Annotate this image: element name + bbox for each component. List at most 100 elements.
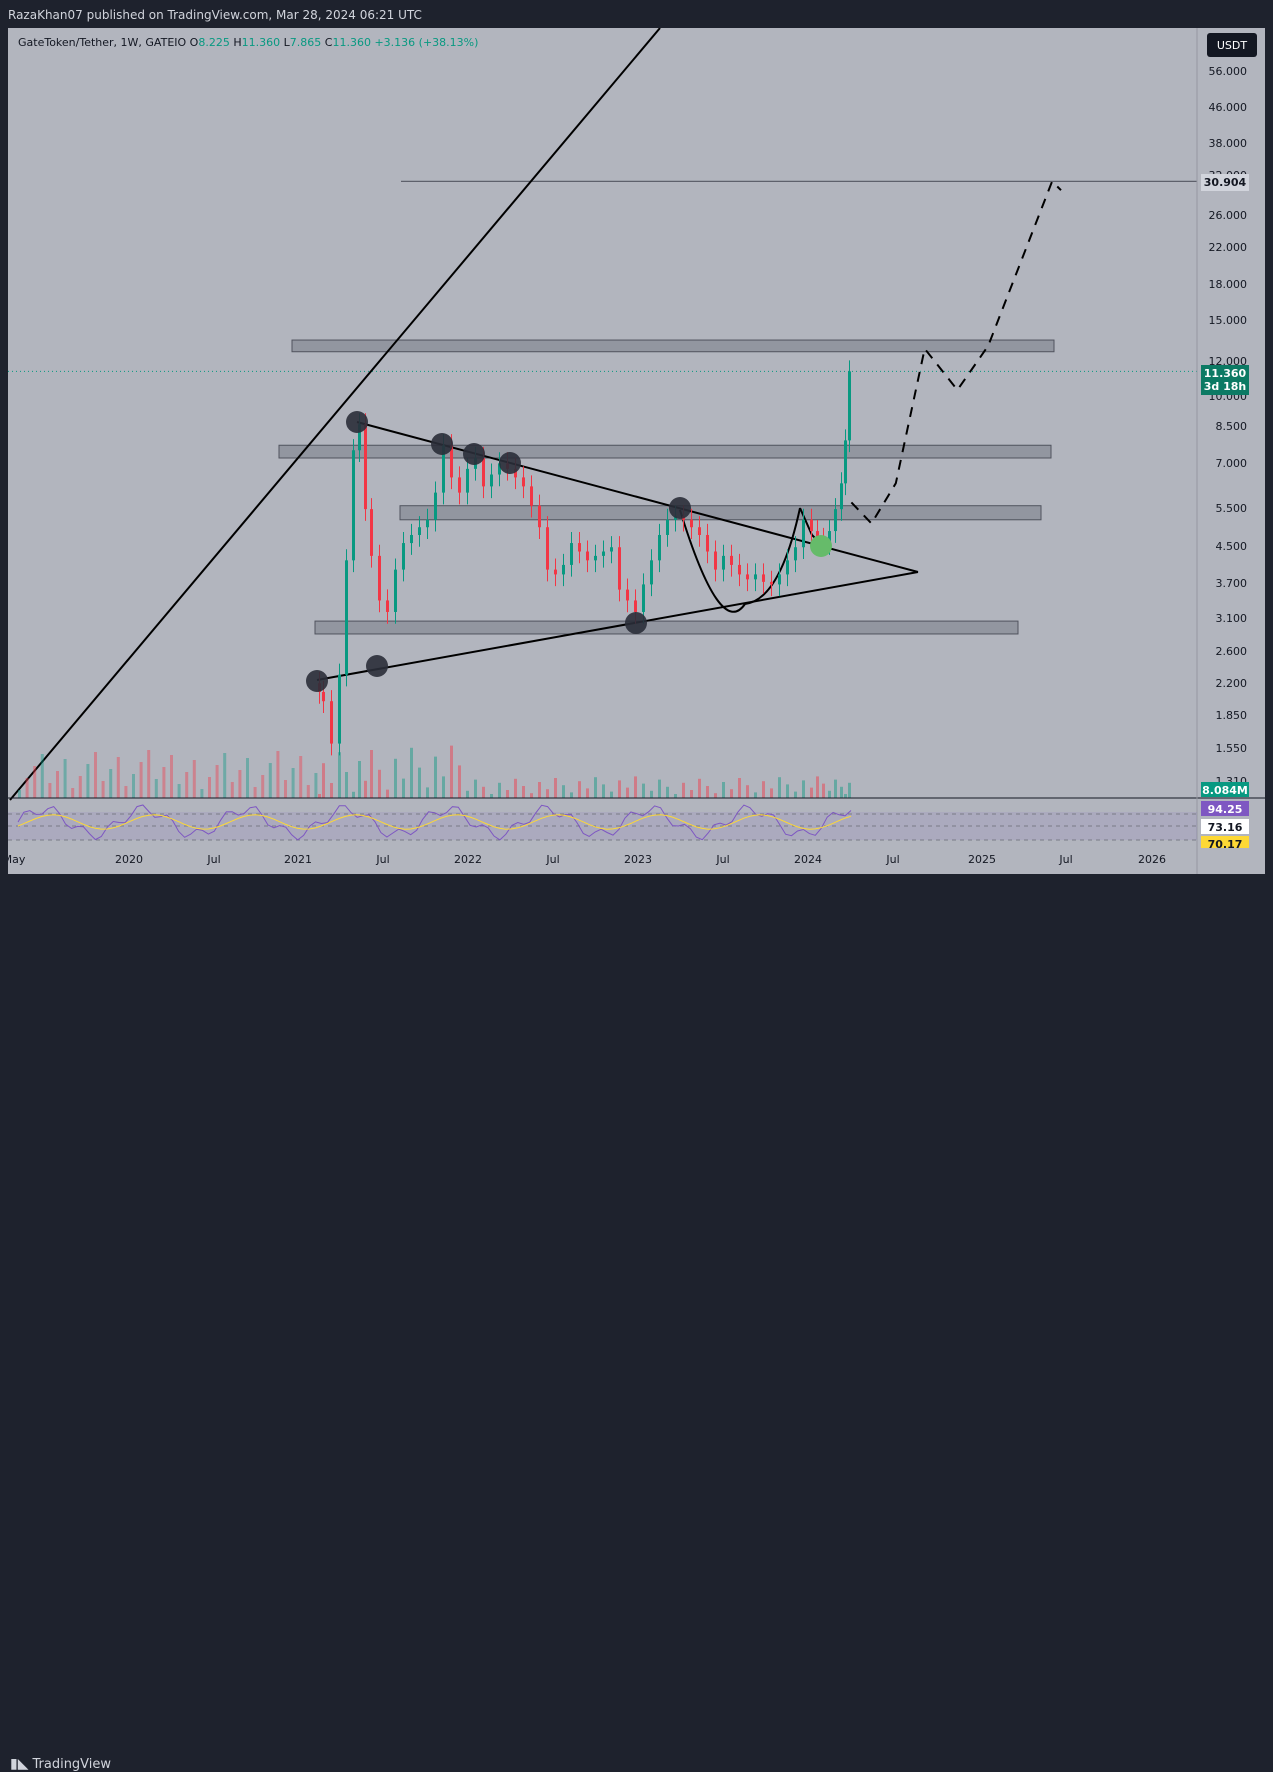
y-axis-tick-label: 38.000 — [1209, 137, 1248, 150]
x-axis-tick-label: 2020 — [115, 853, 143, 866]
volume-bar — [40, 754, 44, 798]
candle-body — [634, 600, 637, 612]
candle-body — [402, 543, 405, 570]
target-price-tag-bg — [1201, 174, 1249, 191]
candle-body — [514, 468, 517, 478]
volume-bar — [522, 786, 525, 798]
x-axis-tick-label: 2022 — [454, 853, 482, 866]
volume-bar — [690, 790, 693, 798]
volume-bar — [506, 790, 509, 798]
candle-body — [722, 555, 725, 570]
tradingview-logo[interactable]: ▮◣ TradingView — [10, 1756, 111, 1772]
volume-bar — [466, 790, 469, 798]
volume-bar — [48, 783, 52, 798]
volume-bar — [578, 781, 581, 798]
footer-bar: ▮◣ TradingView — [0, 874, 1273, 1772]
y-axis-tick-label: 3.700 — [1216, 577, 1248, 590]
volume-bar — [101, 781, 105, 798]
x-axis-tick-label: Jul — [715, 853, 729, 866]
last-price-tag-bg — [1201, 365, 1249, 395]
x-axis-tick-label: 2021 — [284, 853, 312, 866]
candle-body — [554, 569, 557, 575]
volume-bar — [268, 763, 272, 798]
tradingview-logo-icon: ▮◣ — [10, 1756, 29, 1772]
y-axis-tick-label: 46.000 — [1209, 101, 1248, 114]
candle-body — [386, 600, 389, 612]
volume-bar — [848, 782, 851, 798]
rsi-aux-tag-text: 70.17 — [1208, 838, 1243, 851]
volume-bar — [86, 764, 90, 798]
candle-body — [586, 551, 589, 561]
candle-body — [594, 555, 597, 561]
y-axis-tick-label: 8.500 — [1216, 420, 1248, 433]
rsi-ma-tag-text: 73.16 — [1208, 821, 1243, 834]
volume-bar — [482, 786, 485, 798]
volume-bar — [132, 774, 135, 798]
candle-body — [738, 564, 741, 575]
currency-button[interactable]: USDT — [1207, 33, 1257, 57]
candle-body — [626, 589, 629, 601]
volume-bar — [844, 794, 847, 798]
volume-bar — [314, 773, 318, 798]
volume-bar — [570, 792, 573, 798]
candle-body — [642, 584, 645, 612]
candle-body — [434, 492, 437, 520]
volume-bar — [306, 785, 310, 798]
y-axis-tick-label: 15.000 — [1209, 314, 1248, 327]
volume-bar — [778, 777, 781, 798]
volume-tag-text: 8.084M — [1202, 784, 1248, 797]
open-label: O — [189, 36, 199, 49]
volume-bar — [154, 779, 158, 798]
volume-bar — [18, 790, 21, 798]
candle-body — [538, 505, 541, 528]
volume-bar — [618, 780, 621, 798]
candle-body — [828, 531, 831, 544]
volume-bar — [284, 780, 287, 798]
volume-bar — [71, 788, 75, 798]
x-axis-tick-label: 2023 — [624, 853, 652, 866]
volume-bar — [650, 790, 653, 798]
volume-bar — [25, 778, 29, 798]
candle-body — [570, 543, 573, 565]
pivot-marker — [499, 452, 521, 474]
rsi-value-tag-bg — [1201, 801, 1249, 816]
volume-bar — [666, 786, 669, 798]
volume-bar — [706, 786, 709, 798]
candle-body — [698, 527, 701, 535]
candle-body — [345, 560, 348, 675]
candle-body — [602, 551, 605, 556]
candle-body — [618, 547, 621, 590]
change-value: +3.136 (+38.13%) — [374, 36, 479, 49]
pivot-marker — [366, 655, 388, 677]
y-axis-tick-label: 56.000 — [1209, 65, 1248, 78]
candle-body — [426, 519, 429, 528]
volume-bar — [458, 765, 461, 798]
volume-bar — [185, 772, 189, 798]
volume-bar — [794, 791, 797, 798]
volume-bar — [200, 789, 204, 798]
volume-bar — [318, 794, 321, 798]
candle-body — [364, 424, 367, 510]
volume-bar — [170, 755, 173, 798]
x-axis-tick-label: 2025 — [968, 853, 996, 866]
pivot-marker — [431, 433, 453, 455]
low-value: 7.865 — [289, 36, 322, 49]
volume-bar — [822, 783, 825, 798]
y-axis-tick-label: 1.850 — [1216, 709, 1248, 722]
volume-bar — [33, 766, 37, 798]
y-axis-tick-label: 22.000 — [1209, 241, 1248, 254]
x-axis-tick-label: 2026 — [1138, 853, 1166, 866]
volume-bar — [840, 786, 843, 798]
price-chart[interactable]: 56.00046.00038.00032.00026.00022.00018.0… — [8, 28, 1265, 874]
volume-bar — [450, 745, 453, 798]
volume-bar — [490, 794, 493, 798]
candle-body — [562, 564, 565, 575]
pivot-marker — [669, 497, 691, 519]
volume-tag: 8.084M — [1201, 782, 1249, 797]
volume-group — [18, 745, 851, 798]
volume-bar — [386, 789, 389, 798]
candle-body — [578, 543, 581, 552]
volume-bar — [322, 763, 325, 798]
open-value: 8.225 — [198, 36, 230, 49]
volume-bar — [786, 784, 789, 798]
